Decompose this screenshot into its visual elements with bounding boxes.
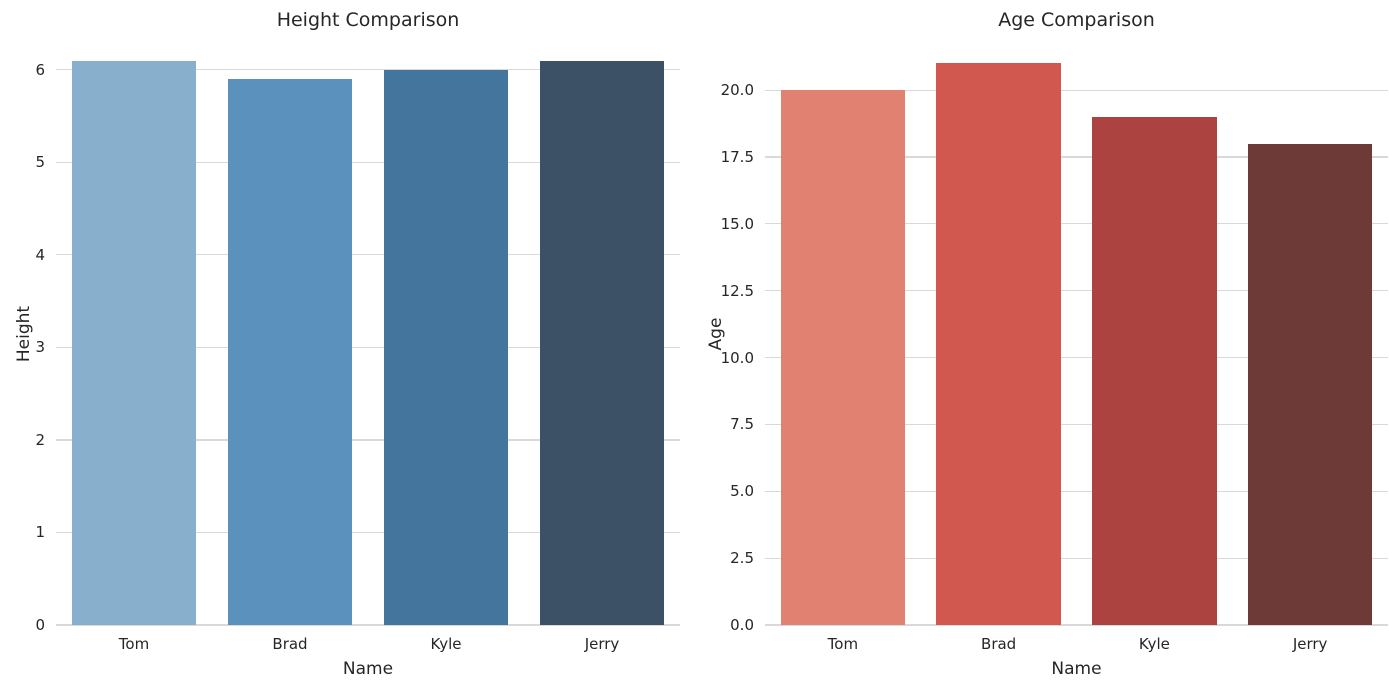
age-chart-x-axis-label: Name bbox=[1051, 659, 1102, 679]
bar-kyle-age bbox=[1092, 116, 1217, 625]
gridline bbox=[765, 156, 1388, 158]
bar-tom-age bbox=[780, 90, 906, 625]
x-tick-label: Kyle bbox=[430, 635, 462, 653]
y-tick-label: 20.0 bbox=[720, 81, 754, 100]
gridline bbox=[765, 490, 1388, 492]
y-tick-label: 1 bbox=[35, 523, 45, 542]
x-tick-label: Tom bbox=[118, 635, 150, 653]
y-tick-label: 4 bbox=[35, 245, 45, 264]
gridline bbox=[56, 531, 680, 534]
gridline bbox=[765, 356, 1388, 359]
x-tick-label: Brad bbox=[272, 635, 308, 653]
y-tick-label: 7.5 bbox=[730, 415, 754, 434]
y-tick-label: 10.0 bbox=[720, 348, 754, 367]
y-tick-label: 0 bbox=[35, 616, 45, 634]
y-tick-label: 0.0 bbox=[730, 616, 754, 634]
gridline bbox=[765, 89, 1388, 91]
bar-kyle-height bbox=[383, 69, 509, 625]
gridline bbox=[56, 254, 680, 256]
x-tick-label: Kyle bbox=[1138, 635, 1170, 653]
gridline bbox=[765, 423, 1388, 425]
y-tick-label: 3 bbox=[35, 338, 45, 357]
gridline bbox=[765, 290, 1388, 292]
y-tick-label: 6 bbox=[35, 60, 45, 79]
bar-jerry-height bbox=[539, 60, 665, 625]
height-chart-x-axis-label: Name bbox=[342, 659, 394, 679]
x-tick-label: Tom bbox=[827, 635, 859, 653]
y-tick-label: 15.0 bbox=[720, 214, 754, 233]
bar-brad-height bbox=[227, 79, 353, 625]
gridline bbox=[56, 439, 680, 441]
age-chart-y-axis-label: Age bbox=[706, 317, 726, 350]
x-axis-baseline bbox=[56, 624, 680, 626]
y-tick-label: 12.5 bbox=[720, 281, 754, 300]
height-chart-title: Height Comparison bbox=[276, 9, 460, 31]
gridline bbox=[56, 161, 680, 163]
x-tick-label: Jerry bbox=[1292, 635, 1328, 653]
bar-jerry-age bbox=[1247, 143, 1373, 625]
y-tick-label: 2 bbox=[35, 430, 45, 449]
x-axis-baseline bbox=[765, 624, 1388, 626]
age-chart-title: Age Comparison bbox=[998, 9, 1155, 31]
y-tick-label: 17.5 bbox=[720, 147, 754, 166]
x-tick-label: Jerry bbox=[584, 635, 620, 653]
gridline bbox=[765, 223, 1388, 225]
x-tick-label: Brad bbox=[981, 635, 1017, 653]
gridline bbox=[765, 557, 1388, 559]
bar-tom-height bbox=[71, 60, 197, 625]
height-chart-plot-area bbox=[56, 42, 680, 626]
y-tick-label: 5.0 bbox=[730, 482, 754, 501]
gridline bbox=[56, 346, 680, 348]
y-tick-label: 5 bbox=[35, 153, 45, 172]
y-tick-label: 2.5 bbox=[730, 549, 754, 568]
gridline bbox=[56, 69, 680, 71]
bar-brad-age bbox=[936, 63, 1061, 625]
age-chart-plot-area bbox=[765, 42, 1388, 626]
